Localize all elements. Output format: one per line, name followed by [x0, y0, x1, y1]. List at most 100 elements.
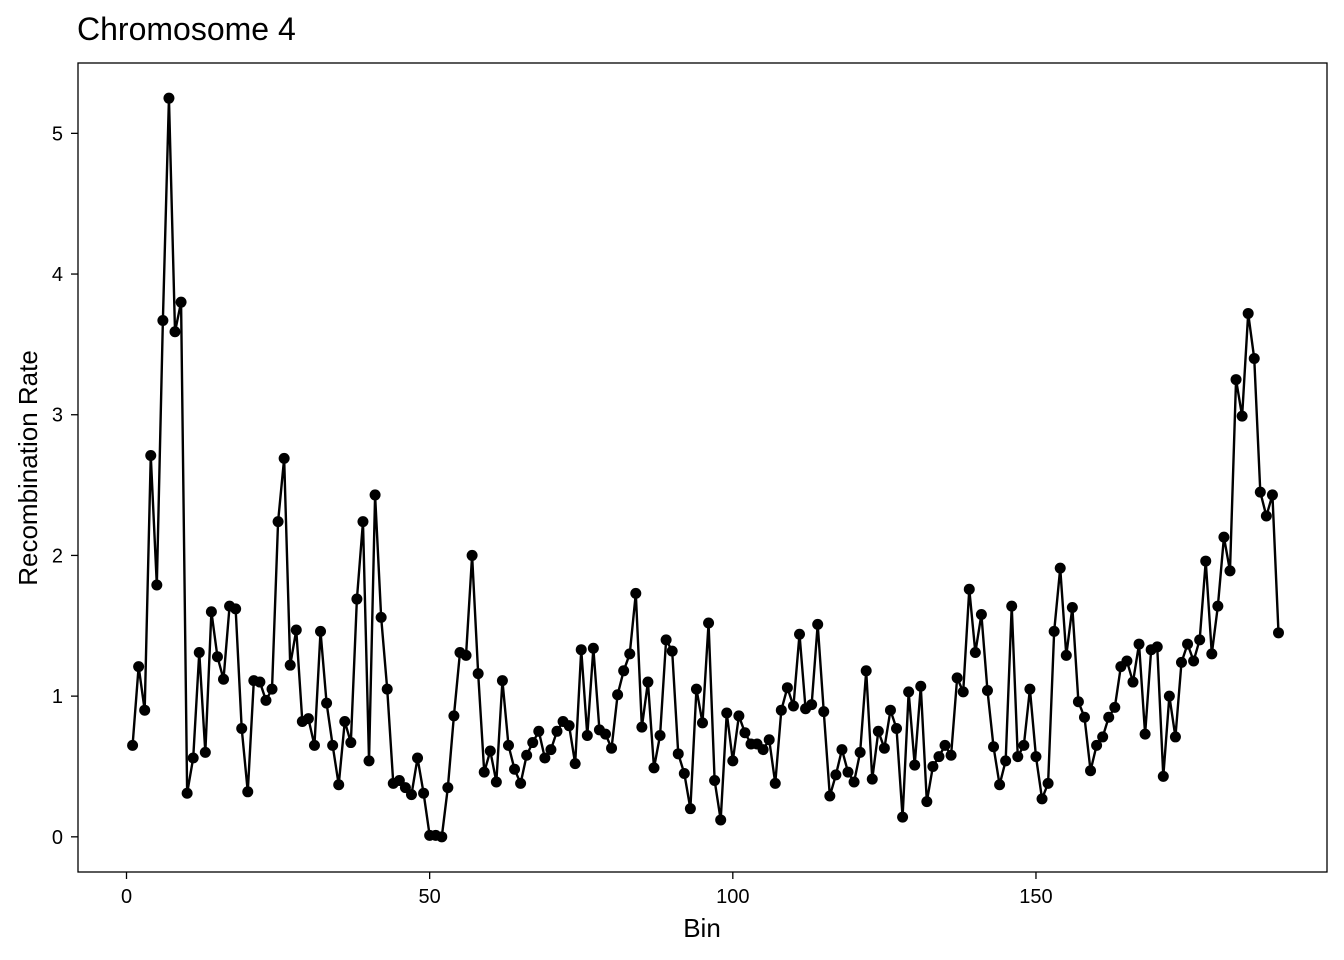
data-point [727, 755, 739, 767]
data-point [897, 811, 909, 823]
data-point [818, 706, 830, 718]
data-point [794, 628, 806, 640]
data-point [1036, 793, 1048, 805]
data-point [988, 741, 1000, 753]
data-point [1060, 649, 1072, 661]
data-point [733, 710, 745, 722]
data-point [260, 694, 272, 706]
data-point [1188, 655, 1200, 667]
data-point [1018, 739, 1030, 751]
data-point [654, 730, 666, 742]
data-point [1266, 489, 1278, 501]
data-point [357, 516, 369, 528]
data-point [951, 672, 963, 684]
data-point [1212, 600, 1224, 612]
data-point [921, 796, 933, 808]
data-point [545, 744, 557, 756]
data-point [527, 737, 539, 749]
data-point [739, 727, 751, 739]
data-point [266, 683, 278, 695]
data-point [187, 752, 199, 764]
chart-title: Chromosome 4 [77, 11, 296, 47]
data-point [1224, 565, 1236, 577]
data-point [642, 676, 654, 688]
data-point [575, 644, 587, 656]
data-point [515, 777, 527, 789]
data-point [775, 704, 787, 716]
data-point [484, 745, 496, 757]
data-point [321, 697, 333, 709]
data-point [1127, 676, 1139, 688]
data-point [1175, 656, 1187, 668]
data-point [412, 752, 424, 764]
data-point [1272, 627, 1284, 639]
data-point [315, 625, 327, 637]
data-point [163, 92, 175, 104]
data-point [1072, 696, 1084, 708]
data-point [836, 744, 848, 756]
data-point [769, 777, 781, 789]
data-point [345, 737, 357, 749]
data-point [709, 775, 721, 787]
data-point [860, 665, 872, 677]
data-point [581, 730, 593, 742]
data-point [606, 742, 618, 754]
data-point [909, 759, 921, 771]
data-point [927, 760, 939, 772]
data-point [333, 779, 345, 791]
data-point [1066, 601, 1078, 613]
data-point [442, 782, 454, 794]
data-point [787, 700, 799, 712]
data-point [672, 748, 684, 760]
data-point [1206, 648, 1218, 660]
data-point [1109, 701, 1121, 713]
data-point [612, 689, 624, 701]
data-point [666, 645, 678, 657]
data-point [405, 789, 417, 801]
x-tick-label: 50 [419, 886, 441, 908]
data-point [193, 647, 205, 659]
data-point [1091, 739, 1103, 751]
data-point [757, 744, 769, 756]
data-point [684, 803, 696, 815]
data-point [1248, 352, 1260, 364]
data-point [157, 314, 169, 326]
data-point [272, 516, 284, 528]
data-point [133, 661, 145, 673]
data-point [1200, 555, 1212, 567]
data-point [763, 734, 775, 746]
data-point [339, 715, 351, 727]
data-point [1000, 755, 1012, 767]
data-point [127, 739, 139, 751]
data-point [866, 773, 878, 785]
data-point [151, 579, 163, 591]
data-point [369, 489, 381, 501]
data-point [509, 763, 521, 775]
data-point [721, 707, 733, 719]
data-point [302, 713, 314, 725]
data-point [945, 749, 957, 761]
data-point [460, 649, 472, 661]
data-point [1254, 486, 1266, 498]
data-point [284, 659, 296, 671]
data-point [872, 725, 884, 737]
data-point [363, 755, 375, 767]
data-point [903, 686, 915, 698]
data-point [715, 814, 727, 826]
data-point [418, 787, 430, 799]
data-point [969, 647, 981, 659]
data-point [963, 583, 975, 595]
data-point [981, 685, 993, 697]
data-point [703, 617, 715, 629]
data-point [563, 720, 575, 732]
data-point [636, 721, 648, 733]
data-point [1024, 683, 1036, 695]
data-point [812, 618, 824, 630]
y-tick-label: 5 [52, 123, 63, 145]
data-point [496, 675, 508, 687]
y-axis: 0 1 2 3 4 5 [52, 123, 78, 849]
data-point [254, 676, 266, 688]
data-point [381, 683, 393, 695]
data-point [569, 758, 581, 770]
